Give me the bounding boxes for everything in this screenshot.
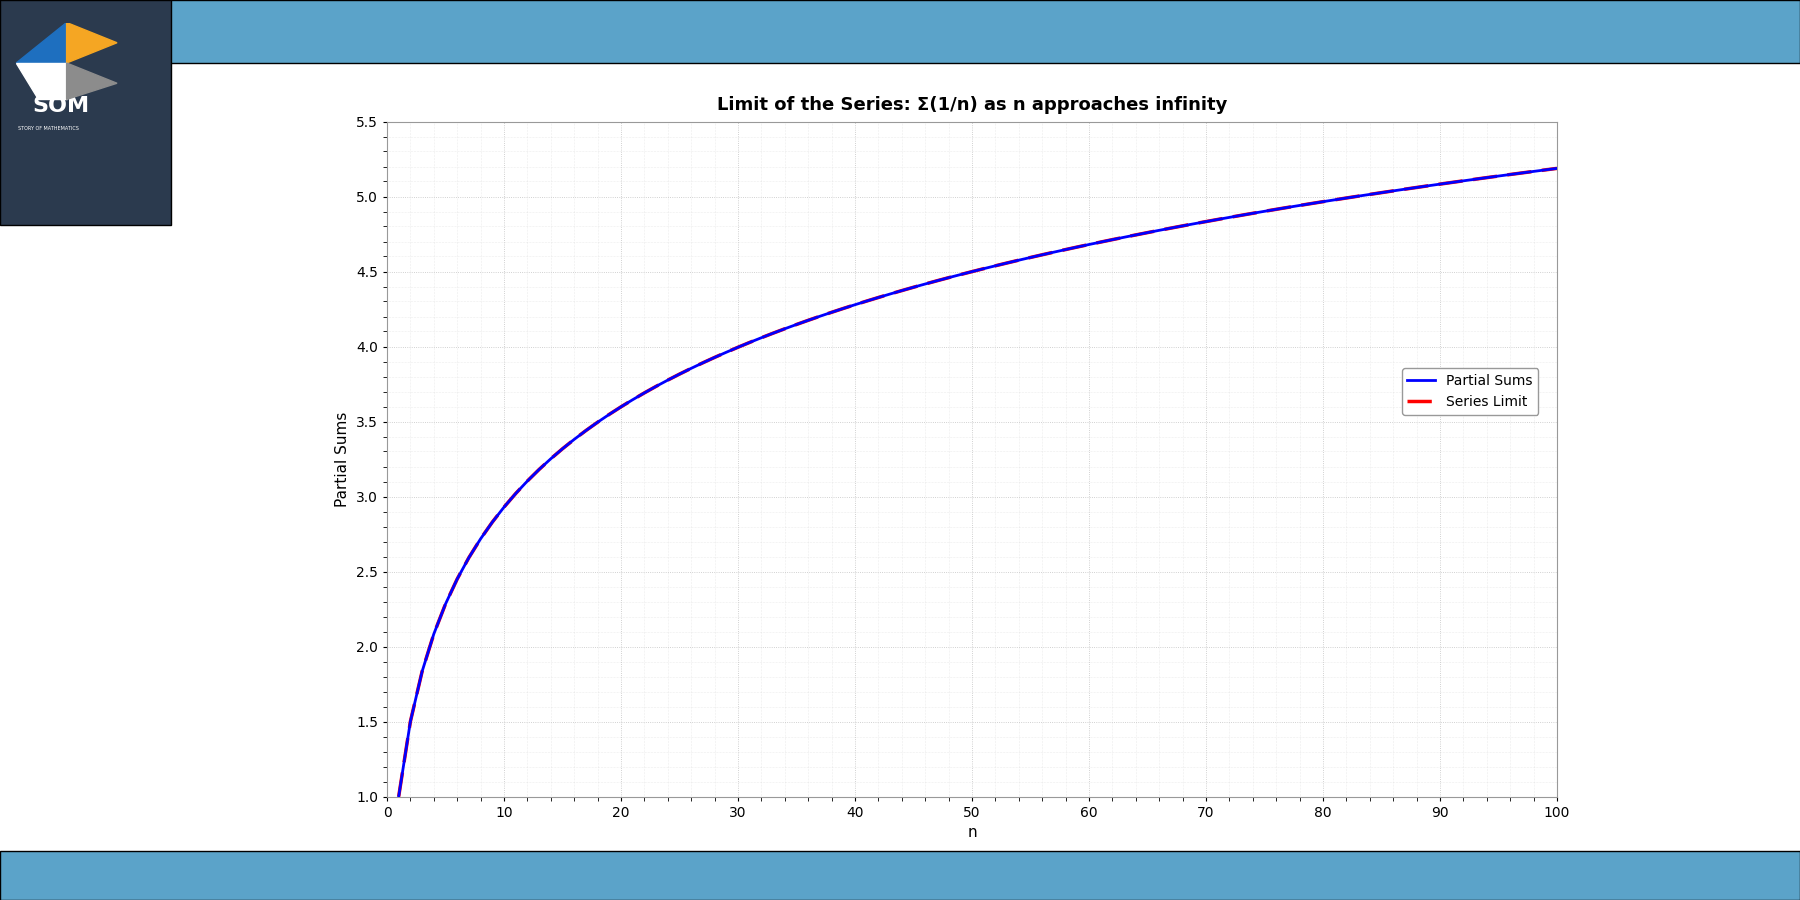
Legend: Partial Sums, Series Limit: Partial Sums, Series Limit bbox=[1402, 368, 1539, 415]
Title: Limit of the Series: Σ(1/n) as n approaches infinity: Limit of the Series: Σ(1/n) as n approac… bbox=[716, 96, 1228, 114]
Polygon shape bbox=[67, 63, 117, 100]
Text: STORY OF MATHEMATICS: STORY OF MATHEMATICS bbox=[18, 127, 79, 131]
Y-axis label: Partial Sums: Partial Sums bbox=[335, 411, 351, 507]
Polygon shape bbox=[16, 63, 67, 100]
Polygon shape bbox=[67, 22, 117, 63]
Polygon shape bbox=[16, 22, 67, 63]
Text: SOM: SOM bbox=[32, 96, 90, 116]
X-axis label: n: n bbox=[967, 825, 977, 840]
